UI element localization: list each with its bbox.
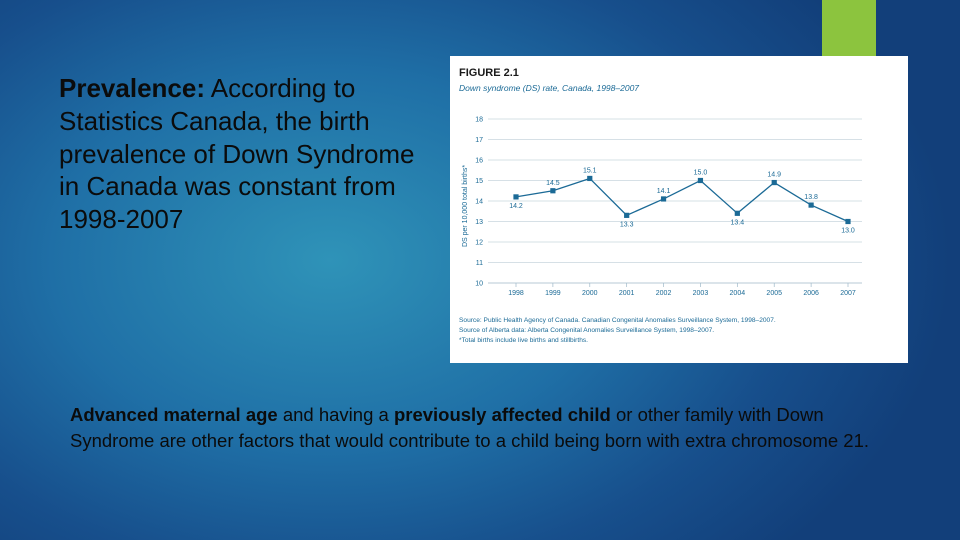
bottom-text-1: and having a (277, 404, 394, 425)
y-tick-label: 10 (475, 281, 483, 288)
data-points (513, 175, 851, 225)
x-tick-label: 2004 (730, 290, 746, 297)
x-tick-label: 2006 (803, 290, 819, 297)
series-line (515, 177, 849, 223)
data-point (697, 177, 704, 184)
bottom-bold-affected-child: previously affected child (393, 404, 611, 425)
figure-card: FIGURE 2.1 Down syndrome (DS) rate, Cana… (450, 56, 908, 363)
x-tick-label: 2000 (582, 290, 598, 297)
y-tick-label: 18 (475, 117, 483, 124)
x-tick-label: 2003 (693, 290, 709, 297)
data-point (587, 175, 593, 182)
y-tick-labels: 10 11 12 13 14 15 16 17 18 (475, 117, 483, 288)
data-point (771, 179, 777, 186)
data-label: 13.8 (804, 194, 818, 201)
y-tick-label: 11 (476, 260, 483, 267)
data-point (624, 212, 630, 218)
x-tick-label: 2001 (619, 290, 635, 297)
note-alberta: Source of Alberta data: Alberta Congenit… (459, 327, 714, 334)
x-tick-labels: 1998 1999 2000 2001 2002 2003 2004 2005 2006 2007 (508, 283, 856, 297)
series-line-group (515, 177, 849, 223)
data-label: 13.0 (841, 228, 855, 235)
x-tick-label: 2002 (656, 290, 672, 297)
data-labels: 14.2 14.5 15.1 13.3 14.1 15.0 13.4 14.9 13.8 13.0 (509, 167, 855, 234)
intro-paragraph: Prevalence: According to Statistics Cana… (59, 72, 439, 236)
y-tick-label: 13 (475, 219, 483, 226)
data-point (808, 202, 814, 208)
note-source: Source: Public Health Agency of Canada. … (459, 317, 776, 324)
note-total-births: *Total births include live births and st… (459, 337, 588, 344)
y-tick-label: 17 (475, 137, 483, 144)
x-tick-label: 2007 (840, 290, 856, 297)
data-point (550, 188, 556, 194)
data-label: 14.2 (509, 203, 523, 210)
bottom-paragraph: Advanced maternal age and having a previ… (70, 402, 910, 454)
data-label: 15.0 (694, 170, 708, 177)
y-axis-label: DS per 10,000 total births* (462, 165, 469, 247)
accent-bar (822, 0, 876, 56)
data-label: 14.9 (767, 172, 781, 179)
data-point (734, 210, 740, 216)
x-tick-label: 2005 (766, 290, 782, 297)
bottom-text-2: or other family with Down Syndrome are o… (70, 404, 870, 451)
data-label: 14.5 (546, 180, 560, 187)
bottom-bold-maternal-age: Advanced maternal age (70, 404, 278, 425)
data-point (513, 194, 519, 200)
data-point (845, 218, 851, 225)
figure-caption: Down syndrome (DS) rate, Canada, 1998–20… (459, 83, 639, 93)
x-tick-label: 1999 (545, 290, 561, 297)
data-label: 13.4 (731, 219, 745, 226)
gridlines (488, 118, 862, 284)
data-label: 14.1 (657, 188, 671, 195)
y-tick-label: 16 (475, 158, 483, 165)
line-chart: FIGURE 2.1 Down syndrome (DS) rate, Cana… (459, 67, 862, 344)
data-label: 13.3 (620, 221, 634, 228)
intro-text: According to Statistics Canada, the birt… (59, 73, 415, 234)
intro-bold-lead: Prevalence: (59, 73, 205, 103)
y-tick-label: 15 (475, 178, 483, 185)
y-tick-label: 12 (475, 240, 483, 247)
data-label: 15.1 (583, 167, 597, 174)
data-point (660, 196, 667, 202)
figure-label: FIGURE 2.1 (459, 67, 519, 79)
y-tick-label: 14 (475, 199, 483, 206)
x-tick-label: 1998 (508, 290, 524, 297)
